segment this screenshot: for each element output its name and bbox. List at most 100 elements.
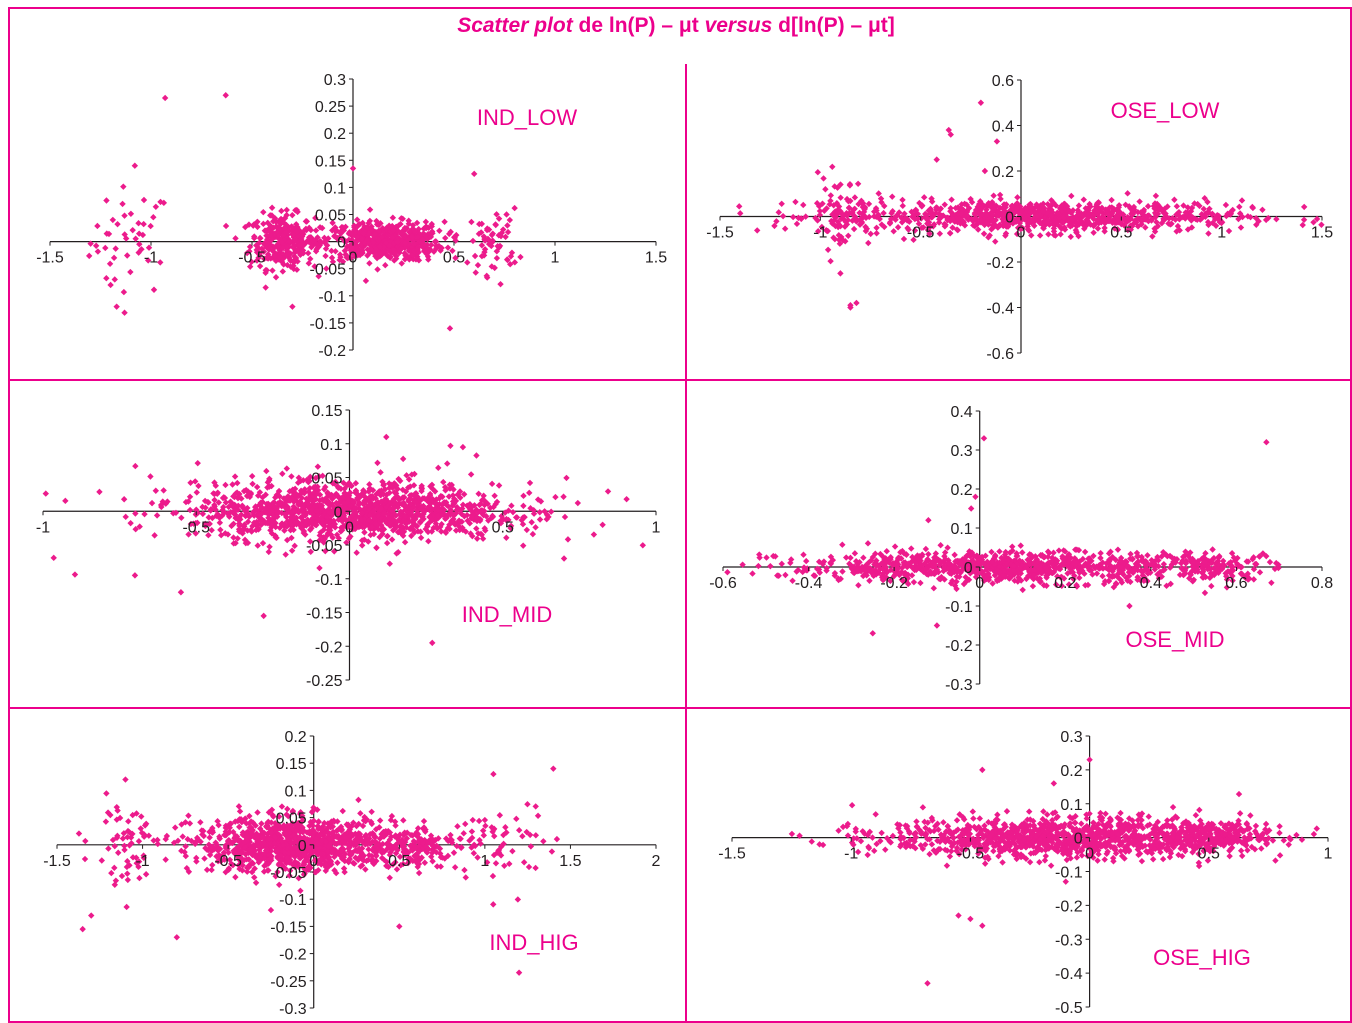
data-points — [724, 435, 1282, 637]
data-point — [1268, 579, 1275, 586]
data-point — [302, 531, 309, 538]
data-point — [498, 229, 506, 237]
data-point — [254, 542, 261, 549]
data-point — [319, 513, 326, 520]
data-point — [990, 217, 997, 224]
data-point — [277, 216, 284, 223]
data-point — [353, 242, 361, 250]
data-point — [327, 531, 335, 538]
data-point — [335, 516, 342, 523]
data-point — [855, 582, 862, 589]
data-point — [820, 558, 828, 565]
data-point — [377, 514, 384, 521]
data-point — [316, 564, 323, 572]
data-point — [947, 208, 954, 215]
data-point — [988, 211, 996, 218]
y-tick-label: 0.2 — [950, 482, 972, 499]
data-point — [1144, 552, 1151, 559]
data-point — [1172, 216, 1179, 223]
data-point — [1086, 566, 1093, 574]
data-point — [1256, 569, 1264, 576]
data-point — [1017, 217, 1024, 225]
data-point — [1053, 220, 1060, 228]
data-point — [953, 573, 961, 580]
data-point — [1130, 203, 1138, 211]
data-point — [119, 200, 126, 208]
data-point — [795, 214, 802, 222]
data-point — [1079, 555, 1087, 563]
data-point — [1014, 194, 1021, 201]
data-point — [148, 499, 156, 507]
data-point — [1184, 204, 1192, 211]
data-point — [365, 538, 372, 545]
data-point — [269, 267, 276, 274]
data-point — [244, 518, 252, 525]
data-point — [352, 480, 360, 487]
data-point — [1054, 209, 1062, 217]
data-point — [966, 548, 973, 555]
data-point — [869, 553, 877, 561]
data-point — [379, 478, 386, 485]
data-point — [1200, 554, 1207, 561]
data-point — [1122, 558, 1130, 565]
data-point — [245, 491, 252, 498]
data-point — [920, 224, 927, 231]
data-point — [1019, 586, 1026, 594]
data-point — [1259, 550, 1267, 557]
data-point — [312, 868, 320, 876]
data-point — [865, 239, 872, 247]
data-point — [1206, 574, 1214, 582]
y-tick-label: -0.25 — [306, 673, 343, 690]
data-point — [348, 244, 356, 251]
data-point — [1238, 197, 1246, 204]
data-point — [881, 202, 888, 210]
data-point — [935, 575, 943, 582]
data-point — [1182, 552, 1189, 559]
data-point — [512, 514, 520, 521]
data-point — [754, 227, 761, 234]
data-point — [775, 572, 782, 579]
data-point — [941, 576, 948, 583]
data-point — [830, 202, 837, 209]
data-point — [527, 505, 534, 512]
data-point — [866, 213, 873, 221]
data-point — [853, 218, 860, 225]
data-point — [301, 865, 308, 872]
data-point — [1068, 192, 1075, 200]
data-point — [374, 266, 381, 273]
data-point — [1060, 547, 1067, 554]
data-point — [343, 252, 350, 260]
data-point — [883, 569, 890, 576]
data-point — [394, 238, 401, 246]
data-point — [444, 244, 452, 251]
data-point — [862, 223, 869, 231]
data-point — [879, 572, 886, 580]
data-point — [351, 525, 358, 532]
data-point — [234, 494, 242, 502]
data-point — [402, 502, 409, 509]
data-point — [979, 211, 986, 218]
data-point — [484, 235, 492, 243]
data-point — [442, 234, 449, 242]
data-point — [901, 215, 909, 223]
data-point — [1019, 549, 1026, 556]
data-point — [454, 491, 462, 498]
data-point — [847, 554, 854, 562]
data-point — [139, 231, 147, 239]
data-point — [1204, 198, 1211, 206]
data-point — [383, 533, 391, 540]
data-point — [431, 506, 439, 513]
data-point — [1191, 559, 1198, 566]
data-point — [1017, 577, 1025, 584]
data-point — [339, 526, 346, 534]
data-point — [891, 543, 899, 550]
data-point — [461, 513, 468, 520]
y-tick-label: 0.3 — [950, 443, 972, 460]
data-point — [1182, 211, 1190, 218]
data-point — [1275, 564, 1282, 572]
data-point — [411, 529, 418, 536]
data-point — [799, 568, 806, 576]
data-point — [1073, 559, 1080, 566]
data-point — [414, 243, 422, 251]
data-point — [399, 494, 406, 501]
